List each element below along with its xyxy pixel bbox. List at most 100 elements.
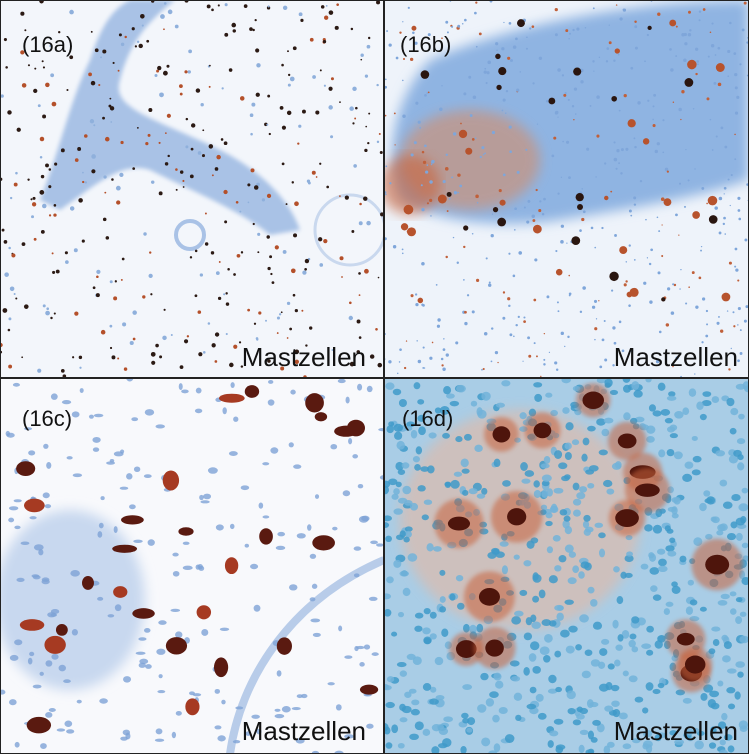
cell (251, 168, 255, 172)
cell (328, 87, 332, 91)
cell (670, 424, 678, 430)
cell (164, 2, 167, 5)
cell (172, 732, 176, 738)
cell (427, 543, 434, 551)
cell (667, 551, 676, 557)
cell (572, 105, 574, 107)
cell (151, 352, 156, 357)
cell (674, 411, 683, 419)
cell (456, 640, 477, 658)
cell (57, 728, 65, 731)
cell (530, 687, 537, 694)
panel-caption: Mastzellen (614, 342, 738, 372)
cell (582, 286, 586, 290)
cell (572, 565, 579, 573)
cell (120, 141, 123, 144)
cell (554, 565, 561, 571)
cell (735, 86, 738, 89)
cell (43, 66, 45, 68)
cell (102, 117, 105, 120)
cell (398, 469, 405, 475)
cell (4, 272, 9, 277)
cell (50, 73, 54, 77)
cell (108, 614, 115, 617)
cell (517, 19, 525, 27)
cell (50, 317, 52, 319)
cell (54, 163, 57, 166)
cell (726, 398, 734, 406)
cell (377, 141, 379, 143)
cell (146, 40, 149, 43)
cell (27, 179, 29, 181)
cell (721, 594, 730, 599)
cell (664, 198, 672, 206)
cell (708, 699, 716, 708)
cell (124, 367, 127, 370)
cell (717, 681, 723, 687)
cell (266, 124, 268, 126)
cell (544, 333, 545, 334)
cell (411, 153, 414, 156)
cell (336, 704, 342, 710)
cell (391, 724, 398, 733)
cell (699, 503, 707, 511)
cell (370, 540, 378, 544)
cell (293, 294, 296, 297)
cell (724, 233, 726, 235)
cell (139, 663, 146, 668)
cell (414, 382, 421, 389)
cell (534, 258, 537, 261)
cell (411, 430, 417, 439)
cell (709, 215, 718, 224)
cell (661, 224, 662, 225)
cell (443, 338, 444, 339)
cell (159, 191, 163, 195)
cell (135, 45, 137, 47)
cell (653, 689, 661, 694)
cell (643, 138, 649, 144)
cell (15, 742, 20, 748)
cell (455, 341, 458, 344)
cell (13, 383, 20, 387)
cell (650, 248, 653, 251)
cell (315, 412, 327, 421)
cell (411, 26, 416, 31)
cell (131, 417, 138, 421)
cell (588, 587, 595, 594)
cell (708, 196, 718, 206)
cell (408, 553, 418, 561)
cell (579, 229, 582, 232)
cell (513, 45, 517, 49)
cell (66, 89, 68, 91)
cell (523, 316, 525, 318)
cell (385, 194, 387, 196)
cell (411, 709, 420, 716)
cell (195, 409, 202, 414)
cell (661, 255, 663, 257)
cell (51, 393, 58, 399)
cell (486, 82, 488, 84)
cell (115, 604, 122, 611)
cell (644, 60, 646, 62)
cell (491, 360, 493, 362)
cell (418, 121, 421, 124)
cell (399, 571, 408, 577)
cell (537, 123, 538, 124)
cell (604, 705, 613, 711)
cell (612, 463, 622, 470)
cell (723, 502, 733, 509)
cell (687, 60, 697, 70)
cell (349, 301, 352, 304)
cell (724, 187, 727, 190)
cell (541, 619, 551, 626)
cell (558, 310, 560, 312)
cell (70, 570, 80, 577)
cell (102, 49, 106, 53)
cell (738, 307, 741, 310)
cell (653, 525, 662, 534)
cell (180, 365, 184, 369)
cell (202, 129, 204, 131)
cell (462, 468, 470, 473)
cell (513, 336, 515, 338)
cell (366, 724, 373, 729)
